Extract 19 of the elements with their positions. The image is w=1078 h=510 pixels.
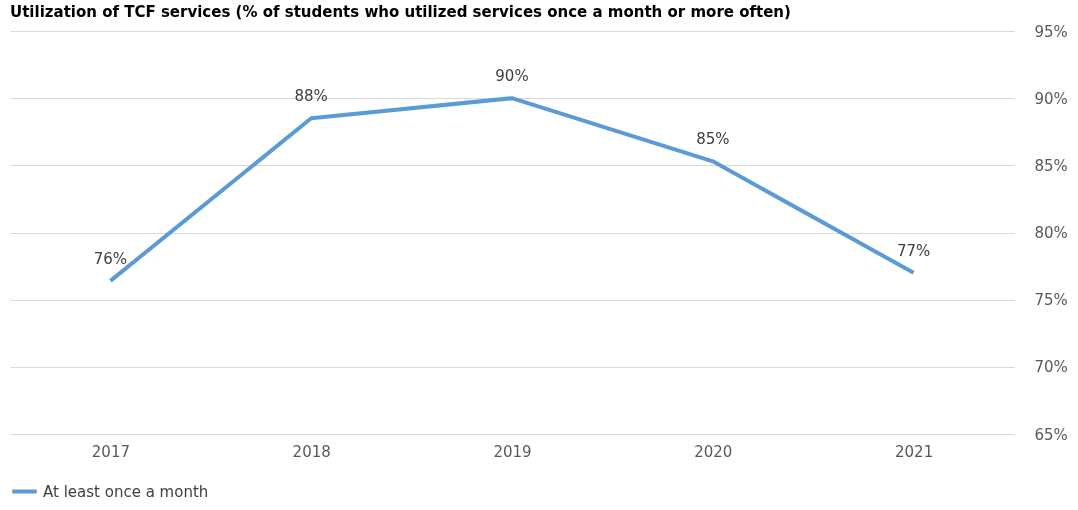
data-label: 77% (896, 241, 931, 260)
legend-label: At least once a month (43, 482, 209, 501)
y-tick-label: 95% (1034, 22, 1068, 41)
y-tick-label: 90% (1034, 89, 1068, 108)
y-tick-label: 75% (1034, 291, 1068, 310)
y-tick-label: 85% (1034, 156, 1068, 175)
x-tick-label: 2020 (694, 442, 733, 461)
data-label: 88% (294, 87, 328, 106)
y-tick-label: 65% (1034, 425, 1068, 444)
x-tick-label: 2019 (493, 442, 532, 461)
data-label: 85% (696, 130, 730, 149)
x-tick-label: 2017 (91, 442, 130, 461)
chart-title: Utilization of TCF services (% of students who utilized services once a month or more often) (10, 3, 791, 21)
y-tick-label: 70% (1034, 358, 1068, 377)
data-label: 90% (495, 67, 529, 86)
data-label: 76% (93, 249, 128, 268)
x-tick-label: 2018 (292, 442, 331, 461)
x-tick-label: 2021 (895, 442, 934, 461)
y-tick-label: 80% (1034, 224, 1068, 242)
